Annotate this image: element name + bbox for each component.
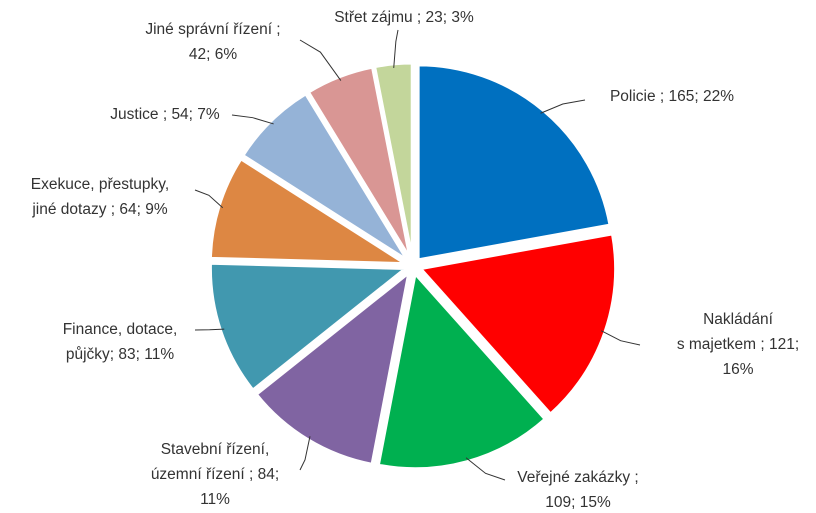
slice-label: Veřejné zakázky ; 109; 15%	[517, 469, 638, 511]
slice-label: Finance, dotace, půjčky; 83; 11%	[63, 321, 178, 363]
leader-line	[299, 436, 311, 471]
pie-slice	[376, 270, 548, 471]
pie-slice	[208, 156, 411, 266]
slice-label: Policie ; 165; 22%	[610, 88, 734, 105]
pie-slice	[416, 63, 612, 262]
leader-line	[465, 457, 506, 481]
leader-line	[393, 29, 399, 68]
slice-label: Stavební řízení, územní řízení ; 84; 11%	[151, 441, 279, 508]
pie-slice	[254, 269, 412, 467]
slice-label: Střet zájmu ; 23; 3%	[334, 9, 474, 26]
leader-line	[540, 99, 586, 114]
slice-label: Justice ; 54; 7%	[110, 106, 220, 123]
pie-slice	[417, 232, 618, 417]
pie-slice	[372, 61, 414, 259]
leader-line	[194, 189, 224, 209]
pie-slice	[306, 65, 412, 260]
leader-line	[299, 39, 342, 81]
slice-label: Jiné správní řízení ; 42; 6%	[145, 21, 280, 63]
slice-label: Nakládání s majetkem ; 121; 16%	[677, 311, 799, 378]
leader-line	[231, 114, 274, 125]
leader-line	[194, 328, 225, 331]
pie-slice	[240, 91, 409, 262]
pie-slice	[208, 261, 410, 393]
slice-label: Exekuce, přestupky, jiné dotazy ; 64; 9%	[31, 176, 169, 218]
leader-line	[600, 330, 641, 346]
